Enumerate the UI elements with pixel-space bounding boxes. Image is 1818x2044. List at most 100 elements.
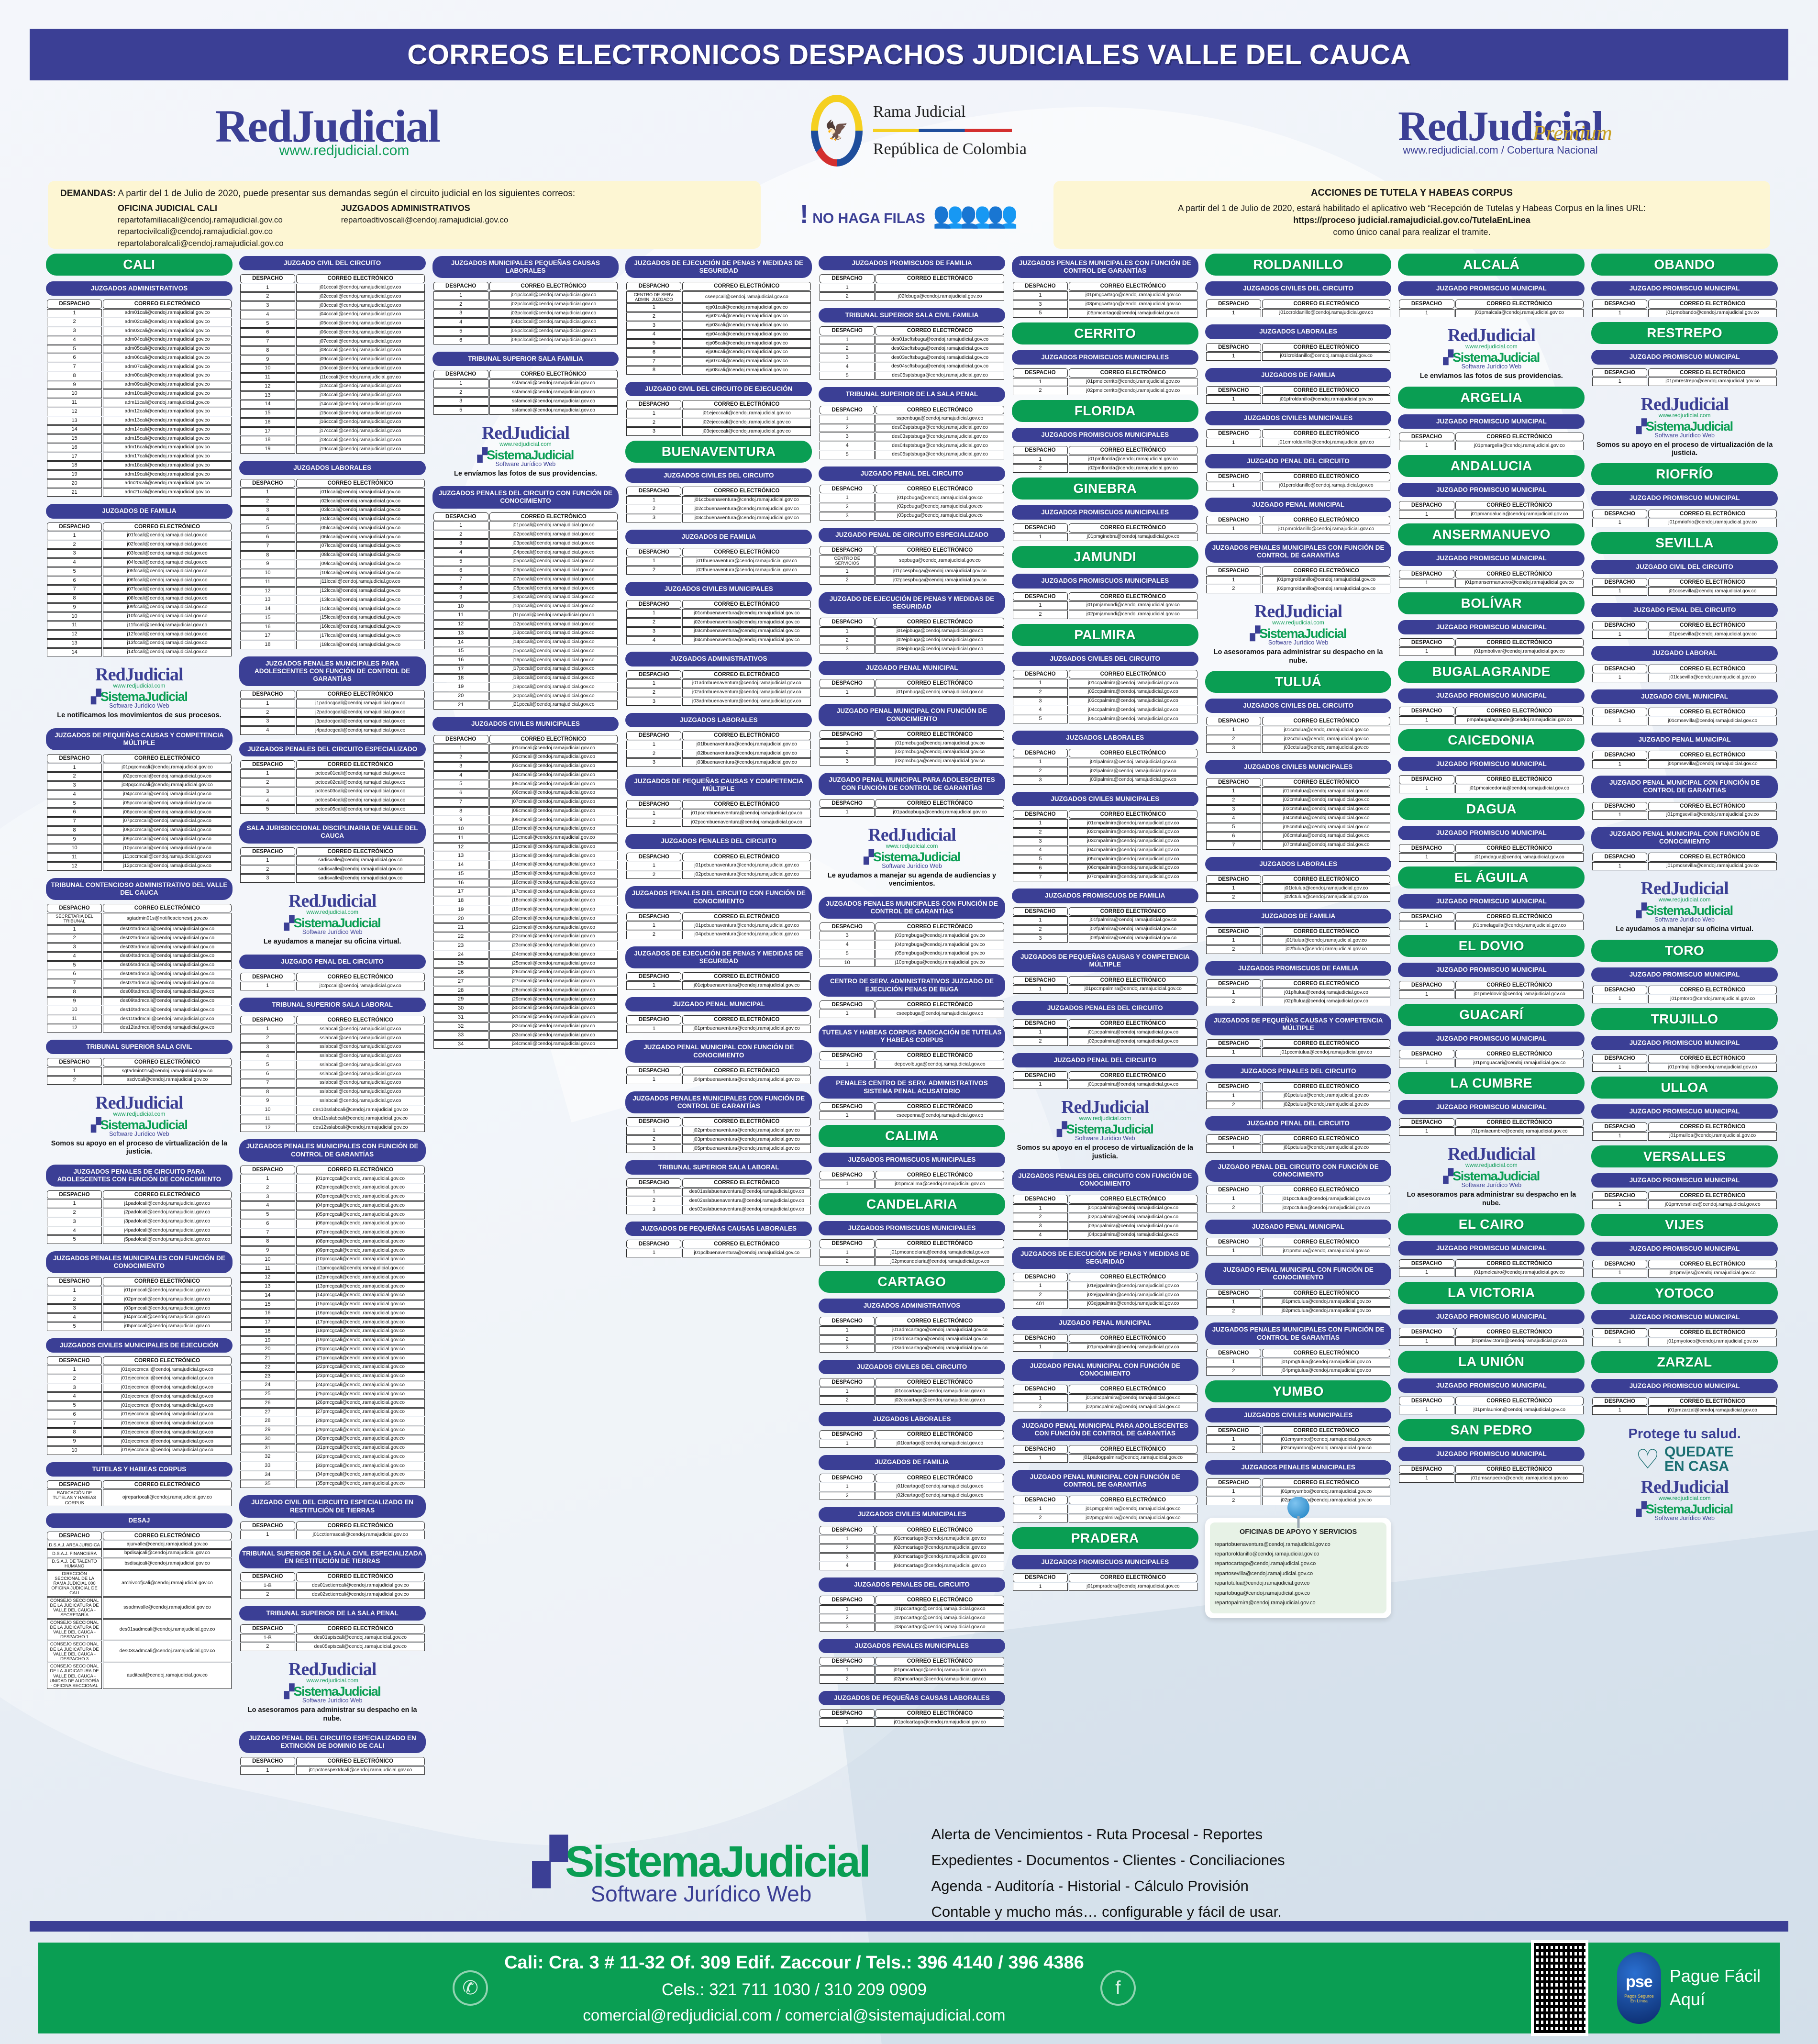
cell-correo[interactable]: sepbuga@cendoj.ramajudicial.gov.co (876, 555, 1004, 567)
cell-correo[interactable]: des03scftsbuga@cendoj.ramajudicial.gov.c… (876, 354, 1004, 362)
cell-correo[interactable]: des10tadmcali@cendoj.ramajudicial.gov.co (103, 1006, 232, 1015)
cell-correo[interactable]: sslabcali@cendoj.ramajudicial.gov.co (296, 1078, 425, 1088)
cell-correo[interactable]: j13pccali@cendoj.ramajudicial.gov.co (489, 629, 618, 638)
cell-correo[interactable]: j01pfroldanillo@cendoj.ramajudicial.gov.… (1262, 395, 1391, 404)
cell-correo[interactable]: j21pmcgcali@cendoj.ramajudicial.gov.co (296, 1354, 425, 1363)
cell-correo[interactable]: j04ccpalmira@cendoj.ramajudicial.gov.co (1069, 706, 1197, 715)
cell-correo[interactable]: j03ejecccali@cendoj.ramajudicial.gov.co (682, 427, 811, 436)
cell-correo[interactable]: j04pccali@cendoj.ramajudicial.gov.co (489, 548, 618, 557)
cell-correo[interactable]: j01pcpalmira@cendoj.ramajudicial.gov.co (1069, 1028, 1197, 1037)
cell-correo[interactable]: j02cmbuenaventura@cendoj.ramajudicial.go… (682, 618, 811, 627)
cell-correo[interactable]: j01pmandalucia@cendoj.ramajudicial.gov.c… (1455, 510, 1584, 519)
cell-correo[interactable]: j02pmgroldanillo@cendoj.ramajudicial.gov… (1262, 585, 1391, 594)
cell-correo[interactable]: cseepenna@cendoj.ramajudicial.gov.co (876, 1111, 1004, 1120)
cell-correo[interactable]: j03pccartago@cendoj.ramajudicial.gov.co (876, 1623, 1004, 1632)
cell-correo[interactable]: j01pmargelia@cendoj.ramajudicial.gov.co (1455, 442, 1584, 451)
cell-correo[interactable]: j12cmcali@cendoj.ramajudicial.gov.co (489, 843, 618, 852)
cell-correo[interactable]: j01pmrestrepo@cendoj.ramajudicial.gov.co (1648, 377, 1777, 386)
cell-correo[interactable]: adm12cali@cendoj.ramajudicial.gov.co (103, 407, 232, 416)
cell-correo[interactable]: j04lccali@cendoj.ramajudicial.gov.co (296, 515, 425, 524)
cell-correo[interactable]: j11cccali@cendoj.ramajudicial.gov.co (296, 373, 425, 382)
cell-correo[interactable]: j01pmgpalmira@cendoj.ramajudicial.gov.co (1069, 1505, 1197, 1514)
cell-correo[interactable]: j01cccali@cendoj.ramajudicial.gov.co (296, 283, 425, 292)
cell-correo[interactable]: j16pmcgcali@cendoj.ramajudicial.gov.co (296, 1309, 425, 1318)
cell-correo[interactable]: auditcali@cendoj.ramajudicial.gov.co (103, 1663, 232, 1689)
cell-correo[interactable]: j07cmtulua@cendoj.ramajudicial.gov.co (1262, 841, 1391, 850)
cell-correo[interactable]: j29cmcali@cendoj.ramajudicial.gov.co (489, 995, 618, 1004)
cell-correo[interactable]: j05pmbuenaventura@cendoj.ramajudicial.go… (682, 1144, 811, 1153)
cell-correo[interactable]: j03ejppalmira@cendoj.ramajudicial.gov.co (1069, 1300, 1197, 1309)
cell-correo[interactable]: ejp06cali@cendoj.ramajudicial.gov.co (682, 348, 811, 357)
oficina-email-0[interactable]: repartobuenaventura@cendoj.ramajudicial.… (1214, 1541, 1330, 1547)
cell-correo[interactable]: j18pccali@cendoj.ramajudicial.gov.co (489, 674, 618, 683)
cell-correo[interactable]: j01pccmtulua@cendoj.ramajudicial.gov.co (1262, 1048, 1391, 1057)
cell-correo[interactable]: j32cmcali@cendoj.ramajudicial.gov.co (489, 1022, 618, 1031)
cell-correo[interactable]: j01ejeccmcali@cendoj.ramajudicial.gov.co (103, 1383, 232, 1392)
cell-correo[interactable]: j01pmtoro@cendoj.ramajudicial.gov.co (1648, 995, 1777, 1003)
cell-correo[interactable]: ejp08cali@cendoj.ramajudicial.gov.co (682, 366, 811, 375)
cell-correo[interactable]: j02fcartago@cendoj.ramajudicial.gov.co (876, 1491, 1004, 1500)
cell-correo[interactable]: j01pmccali@cendoj.ramajudicial.gov.co (103, 1286, 232, 1295)
cell-correo[interactable]: j03ejpbuga@cendoj.ramajudicial.gov.co (876, 645, 1004, 654)
cell-correo[interactable]: j01pmzarzal@cendoj.ramajudicial.gov.co (1648, 1406, 1777, 1415)
oficina-email-2[interactable]: repartocartago@cendoj.ramajudicial.gov.c… (1214, 1561, 1316, 1567)
cell-correo[interactable]: j04cmcali@cendoj.ramajudicial.gov.co (489, 771, 618, 780)
cell-correo[interactable]: j3padolcali@cendoj.ramajudicial.gov.co (103, 1217, 232, 1226)
cell-correo[interactable]: adm04cali@cendoj.ramajudicial.gov.co (103, 335, 232, 344)
cell-correo[interactable]: j03lbuenaventura@cendoj.ramajudicial.gov… (682, 758, 811, 767)
cell-correo[interactable]: j02pcpalmira@cendoj.ramajudicial.gov.co (1069, 1213, 1197, 1222)
cell-correo[interactable]: des05sptsbuga@cendoj.ramajudicial.gov.co (876, 371, 1004, 380)
cell-correo[interactable]: j02pftulua@cendoj.ramajudicial.gov.co (1262, 997, 1391, 1006)
cell-correo[interactable]: j01ejeccmcali@cendoj.ramajudicial.gov.co (103, 1410, 232, 1419)
cell-correo[interactable] (876, 283, 1004, 292)
cell-correo[interactable]: j07pmcgcali@cendoj.ramajudicial.gov.co (296, 1228, 425, 1237)
cell-correo[interactable]: adm19cali@cendoj.ramajudicial.gov.co (103, 470, 232, 479)
cell-correo[interactable]: des04sptsbuga@cendoj.ramajudicial.gov.co (876, 442, 1004, 450)
cell-correo[interactable]: j01pmgcartago@cendoj.ramajudicial.gov.co (1069, 291, 1197, 300)
cell-correo[interactable]: pmpabugalagrande@cendoj.ramajudicial.gov… (1455, 716, 1584, 725)
cell-correo[interactable]: adm06cali@cendoj.ramajudicial.gov.co (103, 354, 232, 363)
cell-correo[interactable]: j02cccali@cendoj.ramajudicial.gov.co (296, 292, 425, 301)
cell-correo[interactable]: adm02cali@cendoj.ramajudicial.gov.co (103, 318, 232, 327)
cell-correo[interactable]: j01pmcgcali@cendoj.ramajudicial.gov.co (296, 1175, 425, 1183)
cell-correo[interactable]: j01pmgsevilla@cendoj.ramajudicial.gov.co (1648, 811, 1777, 820)
cell-correo[interactable]: j01pmbuenaventura@cendoj.ramajudicial.go… (682, 1024, 811, 1033)
cell-correo[interactable]: j01pmalcala@cendoj.ramajudicial.gov.co (1455, 309, 1584, 318)
cell-correo[interactable]: des11tadmcali@cendoj.ramajudicial.gov.co (103, 1015, 232, 1023)
cell-correo[interactable]: j01lctulua@cendoj.ramajudicial.gov.co (1262, 884, 1391, 893)
cell-correo[interactable]: j01cmsevilla@cendoj.ramajudicial.gov.co (1648, 717, 1777, 725)
cell-correo[interactable]: adm21cali@cendoj.ramajudicial.gov.co (103, 488, 232, 497)
cell-correo[interactable]: j08pccali@cendoj.ramajudicial.gov.co (489, 584, 618, 593)
cell-correo[interactable]: j01fbuenaventura@cendoj.ramajudicial.gov… (682, 557, 811, 566)
cell-correo[interactable]: j01cmcali@cendoj.ramajudicial.gov.co (489, 744, 618, 753)
cell-correo[interactable]: j18cmcali@cendoj.ramajudicial.gov.co (489, 897, 618, 905)
cell-correo[interactable]: j34cmcali@cendoj.ramajudicial.gov.co (489, 1040, 618, 1049)
cell-correo[interactable]: j01pmlacumbre@cendoj.ramajudicial.gov.co (1455, 1127, 1584, 1136)
cell-correo[interactable]: adm13cali@cendoj.ramajudicial.gov.co (103, 416, 232, 425)
cell-correo[interactable]: ojrepartocali@cendoj.ramajudicial.gov.co (103, 1489, 232, 1506)
cell-correo[interactable]: j10pmgbuga@cendoj.ramajudicial.gov.co (876, 958, 1004, 967)
cell-correo[interactable]: j30pmcgcali@cendoj.ramajudicial.gov.co (296, 1434, 425, 1444)
cell-correo[interactable]: j01padopbuga@cendoj.ramajudicial.gov.co (876, 808, 1004, 817)
cell-correo[interactable]: j01pmobando@cendoj.ramajudicial.gov.co (1648, 309, 1777, 318)
cell-correo[interactable]: j01pmelcairo@cendoj.ramajudicial.gov.co (1455, 1268, 1584, 1278)
cell-correo[interactable]: j33cmcali@cendoj.ramajudicial.gov.co (489, 1031, 618, 1040)
cell-correo[interactable]: j06fccali@cendoj.ramajudicial.gov.co (103, 576, 232, 585)
cell-correo[interactable]: j12cccali@cendoj.ramajudicial.gov.co (296, 382, 425, 391)
cell-correo[interactable]: j04cccali@cendoj.ramajudicial.gov.co (296, 310, 425, 319)
cell-correo[interactable]: j03pmccali@cendoj.ramajudicial.gov.co (103, 1304, 232, 1313)
cell-correo[interactable]: j01pmcpalmira@cendoj.ramajudicial.gov.co (1069, 1394, 1197, 1403)
cell-correo[interactable]: j04cmcartago@cendoj.ramajudicial.gov.co (876, 1562, 1004, 1571)
cell-correo[interactable]: j03pccali@cendoj.ramajudicial.gov.co (489, 539, 618, 548)
cell-correo[interactable]: j02pmctulua@cendoj.ramajudicial.gov.co (1262, 1307, 1391, 1316)
cell-correo[interactable]: sgtadmin01s@cendoj.ramajudicial.gov.co (103, 1067, 232, 1076)
cell-correo[interactable]: j01fpalmira@cendoj.ramajudicial.gov.co (1069, 916, 1197, 925)
cell-correo[interactable]: j04cmpalmira@cendoj.ramajudicial.gov.co (1069, 846, 1197, 855)
cell-correo[interactable]: j05ccpalmira@cendoj.ramajudicial.gov.co (1069, 715, 1197, 723)
cell-correo[interactable]: ejp07cali@cendoj.ramajudicial.gov.co (682, 357, 811, 366)
cell-correo[interactable]: ssfamcali@cendoj.ramajudicial.gov.co (489, 397, 618, 406)
cell-correo[interactable]: j03fccali@cendoj.ramajudicial.gov.co (103, 549, 232, 558)
cell-correo[interactable]: cseepcali@cendoj.ramajudicial.gov.co (682, 291, 811, 303)
cell-correo[interactable]: j08cccali@cendoj.ramajudicial.gov.co (296, 346, 425, 355)
cell-correo[interactable]: adm11cali@cendoj.ramajudicial.gov.co (103, 399, 232, 407)
